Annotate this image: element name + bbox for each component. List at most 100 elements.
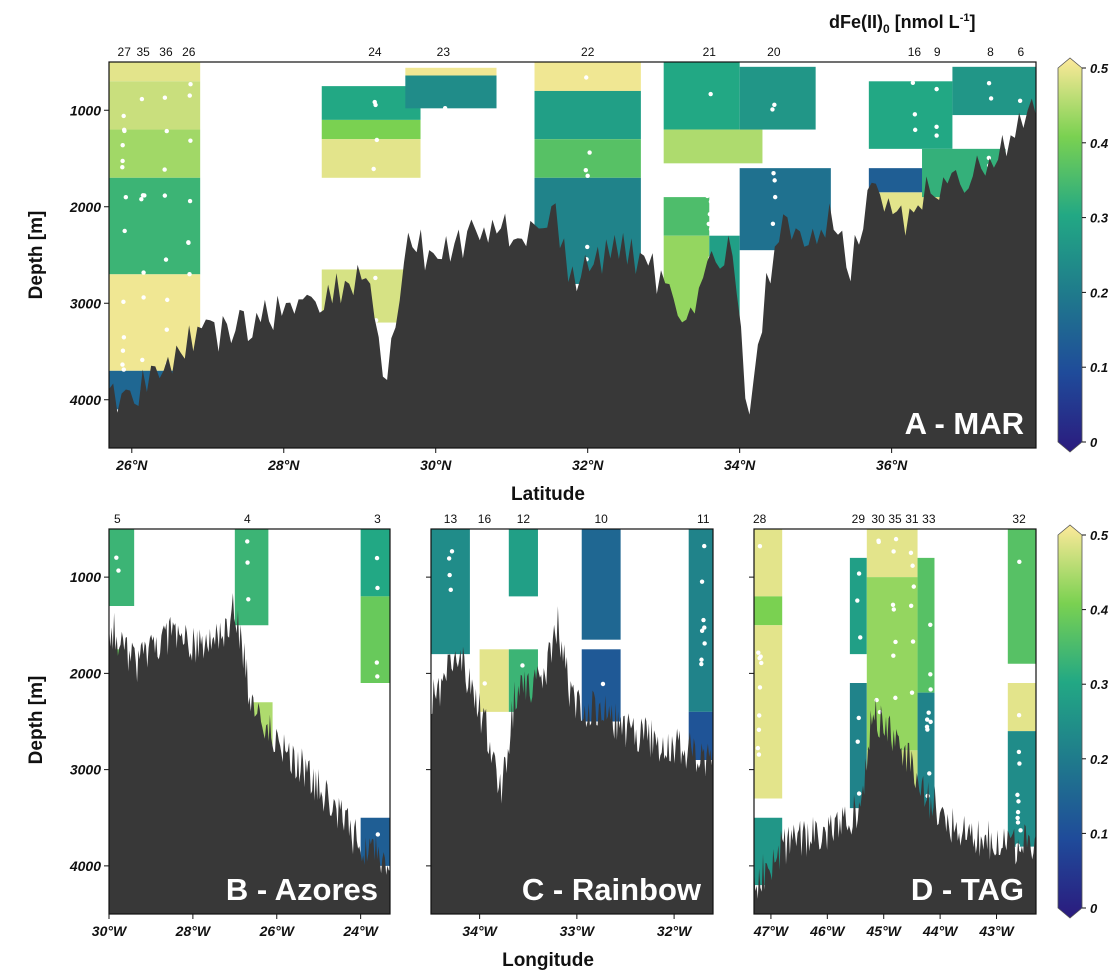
- sample-dot: [986, 155, 992, 161]
- x-tick-label: 30°W: [92, 923, 128, 939]
- sample-dot: [874, 697, 879, 703]
- sample-dot: [706, 221, 711, 227]
- y-tick-label: 3000: [70, 762, 101, 778]
- panel-label: D - TAG: [911, 872, 1024, 907]
- sample-dot: [1016, 799, 1021, 804]
- section-cell: [321, 139, 421, 178]
- colorbar-tick-label: 0.5: [1090, 61, 1109, 76]
- sample-dot: [910, 563, 915, 568]
- colorbar-tick-label: 0.1: [1090, 360, 1108, 375]
- sample-dot: [520, 663, 525, 668]
- y-tick-label: 4000: [69, 858, 101, 874]
- sample-dot: [1017, 98, 1023, 103]
- bathymetry: [431, 606, 713, 914]
- section-cell: [663, 197, 710, 236]
- panel-label: A - MAR: [905, 406, 1024, 441]
- x-tick-label: 24°W: [342, 923, 379, 939]
- sample-dot: [371, 70, 377, 75]
- station-label: 29: [852, 512, 866, 526]
- sample-dot: [520, 642, 526, 647]
- section-cell: [405, 75, 497, 109]
- sample-dot: [121, 299, 126, 305]
- section-cell: [109, 274, 201, 371]
- sample-dot: [120, 362, 125, 367]
- sample-dot: [928, 719, 933, 725]
- sample-dot: [139, 96, 145, 102]
- sample-dot: [934, 124, 939, 130]
- section-cell: [508, 529, 538, 597]
- sample-dot: [772, 102, 777, 108]
- colorbar-title-main: dFe(II): [829, 12, 883, 32]
- sample-dot: [120, 165, 125, 170]
- sample-dot: [912, 112, 918, 117]
- station-label: 16: [908, 45, 922, 59]
- sample-dot: [375, 717, 381, 723]
- sample-dot: [448, 587, 453, 593]
- panel-a-ylabel: Depth [m]: [26, 211, 47, 300]
- sample-dot: [122, 228, 127, 234]
- sample-dot: [986, 80, 992, 86]
- colorbar-tick-label: 0.5: [1090, 528, 1109, 543]
- sample-dot: [893, 695, 898, 701]
- sample-dot: [1015, 820, 1021, 825]
- sample-dot: [756, 650, 761, 655]
- sample-dot: [519, 600, 524, 606]
- x-tick-label: 28°N: [267, 457, 300, 473]
- sample-dot: [1017, 761, 1022, 766]
- section-cell: [581, 649, 621, 722]
- sample-dot: [856, 791, 862, 796]
- sample-dot: [891, 607, 897, 612]
- sample-dot: [439, 181, 444, 187]
- sample-dot: [583, 167, 589, 173]
- station-label: 35: [137, 45, 151, 59]
- section-cell: [663, 62, 740, 130]
- sample-dot: [757, 685, 763, 690]
- sample-dot: [140, 357, 145, 363]
- sample-dot: [856, 545, 862, 550]
- sample-dot: [911, 584, 916, 589]
- section-cell: [109, 177, 201, 275]
- panel-frame: [108, 528, 391, 915]
- station-label: 23: [437, 45, 451, 59]
- section-cell: [868, 81, 953, 149]
- sample-dot: [855, 598, 860, 603]
- y-tick-label: 1000: [70, 102, 101, 118]
- sample-dot: [141, 270, 146, 275]
- station-label: 26: [182, 45, 196, 59]
- sample-dot: [856, 715, 861, 721]
- section-cell: [581, 529, 621, 640]
- station-label: 21: [703, 45, 717, 59]
- sample-dot: [482, 608, 487, 613]
- sample-dot: [772, 194, 778, 200]
- section-cell: [109, 529, 135, 606]
- sample-dot: [910, 80, 916, 86]
- sample-dot: [115, 608, 120, 613]
- sample-dot: [120, 158, 125, 164]
- sample-dot: [447, 572, 452, 578]
- x-tick-label: 32°N: [572, 457, 604, 473]
- panel-b-ylabel: Depth [m]: [26, 676, 47, 765]
- station-label: 35: [888, 512, 902, 526]
- sample-dot: [699, 657, 704, 662]
- sample-dot: [371, 166, 376, 172]
- sample-dot: [162, 167, 167, 172]
- colorbar-tick-label: 0.3: [1090, 677, 1109, 692]
- section-cell: [109, 81, 201, 130]
- station-label: 10: [594, 512, 608, 526]
- sample-dot: [373, 275, 378, 281]
- sample-dot: [707, 211, 713, 217]
- panel-frame: [430, 528, 714, 915]
- sample-dot: [440, 205, 445, 211]
- station-label: 20: [767, 45, 781, 59]
- panel-1: 26°N 28°N 30°N 32°N 34°N 36°N 1000 2000 3000 4000…: [69, 45, 1037, 473]
- station-label: 4: [244, 512, 251, 526]
- y-tick-label: 2000: [69, 199, 101, 215]
- sample-dot: [699, 579, 705, 584]
- colorbar-tick-label: 0.4: [1090, 136, 1109, 151]
- station-label: 24: [368, 45, 382, 59]
- colorbar-gradient: [1057, 57, 1083, 453]
- sample-dot: [481, 574, 486, 580]
- sample-dot: [375, 674, 380, 679]
- x-tick-label: 36°N: [876, 457, 908, 473]
- sample-dot: [162, 95, 168, 100]
